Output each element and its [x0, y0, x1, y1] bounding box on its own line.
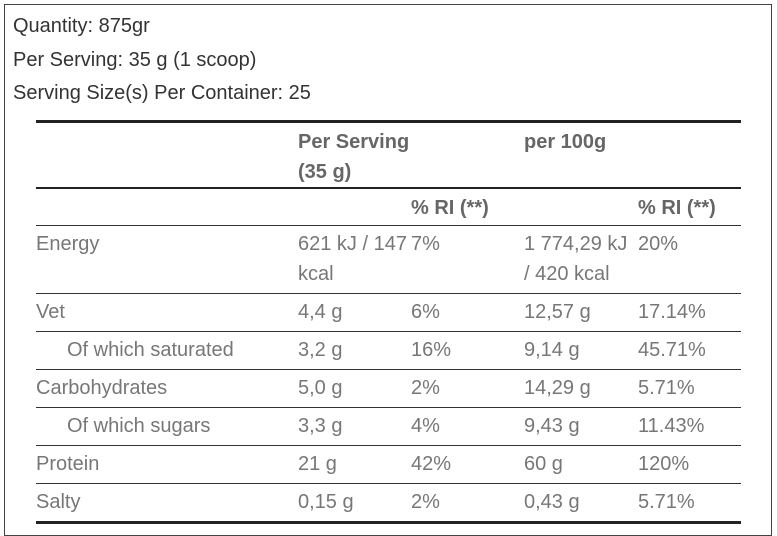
- table-row: Energy 621 kJ / 147 kcal 7% 1 774,29 kJ / 4…: [36, 225, 741, 294]
- table-cell: 120%: [638, 445, 741, 484]
- table-cell: [524, 188, 638, 226]
- table-cell: % RI (**): [638, 188, 741, 226]
- table-row: Vet 4,4 g 6% 12,57 g 17.14%: [36, 293, 741, 332]
- table-row: Of which saturated 3,2 g 16% 9,14 g 45.71%: [36, 331, 741, 370]
- table-cell: 20%: [638, 225, 741, 294]
- table-cell: 1 774,29 kJ / 420 kcal: [524, 225, 638, 294]
- table-cell: 21 g: [298, 445, 411, 484]
- table-cell: Vet: [36, 293, 298, 332]
- intro-line: Per Serving: 35 g (1 scoop): [13, 49, 257, 71]
- table-cell: 5,0 g: [298, 369, 411, 408]
- table-cell: 2%: [411, 483, 524, 524]
- table-cell: 12,57 g: [524, 293, 638, 332]
- table-cell: 45.71%: [638, 331, 741, 370]
- table-cell: 17.14%: [638, 293, 741, 332]
- table-cell: Protein: [36, 445, 298, 484]
- table-row: Protein 21 g 42% 60 g 120%: [36, 445, 741, 484]
- table-cell: Of which saturated: [36, 331, 298, 370]
- table-cell: 16%: [411, 331, 524, 370]
- table-cell: per 100g: [524, 120, 638, 189]
- table-cell: % RI (**): [411, 188, 524, 226]
- table-cell: 4%: [411, 407, 524, 446]
- intro-line: Quantity: 875gr: [13, 15, 150, 37]
- table-row: Salty 0,15 g 2% 0,43 g 5.71%: [36, 483, 741, 524]
- table-cell: 7%: [411, 225, 524, 294]
- table-cell: 5.71%: [638, 369, 741, 408]
- table-cell: Of which sugars: [36, 407, 298, 446]
- table-cell: Salty: [36, 483, 298, 524]
- table-cell: 621 kJ / 147 kcal: [298, 225, 411, 294]
- nutrition-table: Per Serving (35 g) per 100g% RI (**)% RI …: [36, 120, 741, 524]
- panel: Quantity: 875gr Per Serving: 35 g (1 sco…: [4, 4, 772, 536]
- table-row: Carbohydrates 5,0 g 2% 14,29 g 5.71%: [36, 369, 741, 408]
- table-cell: Energy: [36, 225, 298, 294]
- table-cell: 42%: [411, 445, 524, 484]
- table-cell: 3,3 g: [298, 407, 411, 446]
- table-cell: [638, 120, 741, 189]
- table-cell: 2%: [411, 369, 524, 408]
- table-cell: 9,43 g: [524, 407, 638, 446]
- table-row: Per Serving (35 g) per 100g: [36, 120, 741, 189]
- table-cell: 0,15 g: [298, 483, 411, 524]
- table-cell: [36, 188, 298, 226]
- table-cell: [411, 120, 524, 189]
- table-cell: 60 g: [524, 445, 638, 484]
- table-cell: [298, 188, 411, 226]
- table-cell: Carbohydrates: [36, 369, 298, 408]
- table-cell: 5.71%: [638, 483, 741, 524]
- table-cell: 0,43 g: [524, 483, 638, 524]
- table-cell: 11.43%: [638, 407, 741, 446]
- table-cell: Per Serving (35 g): [298, 120, 411, 189]
- table-row: % RI (**) % RI (**): [36, 188, 741, 226]
- table-cell: 9,14 g: [524, 331, 638, 370]
- intro-line: Serving Size(s) Per Container: 25: [13, 82, 311, 104]
- table-row: Of which sugars 3,3 g 4% 9,43 g 11.43%: [36, 407, 741, 446]
- table-cell: 4,4 g: [298, 293, 411, 332]
- table-cell: 3,2 g: [298, 331, 411, 370]
- table-cell: 6%: [411, 293, 524, 332]
- table-cell: 14,29 g: [524, 369, 638, 408]
- table-cell: [36, 120, 298, 189]
